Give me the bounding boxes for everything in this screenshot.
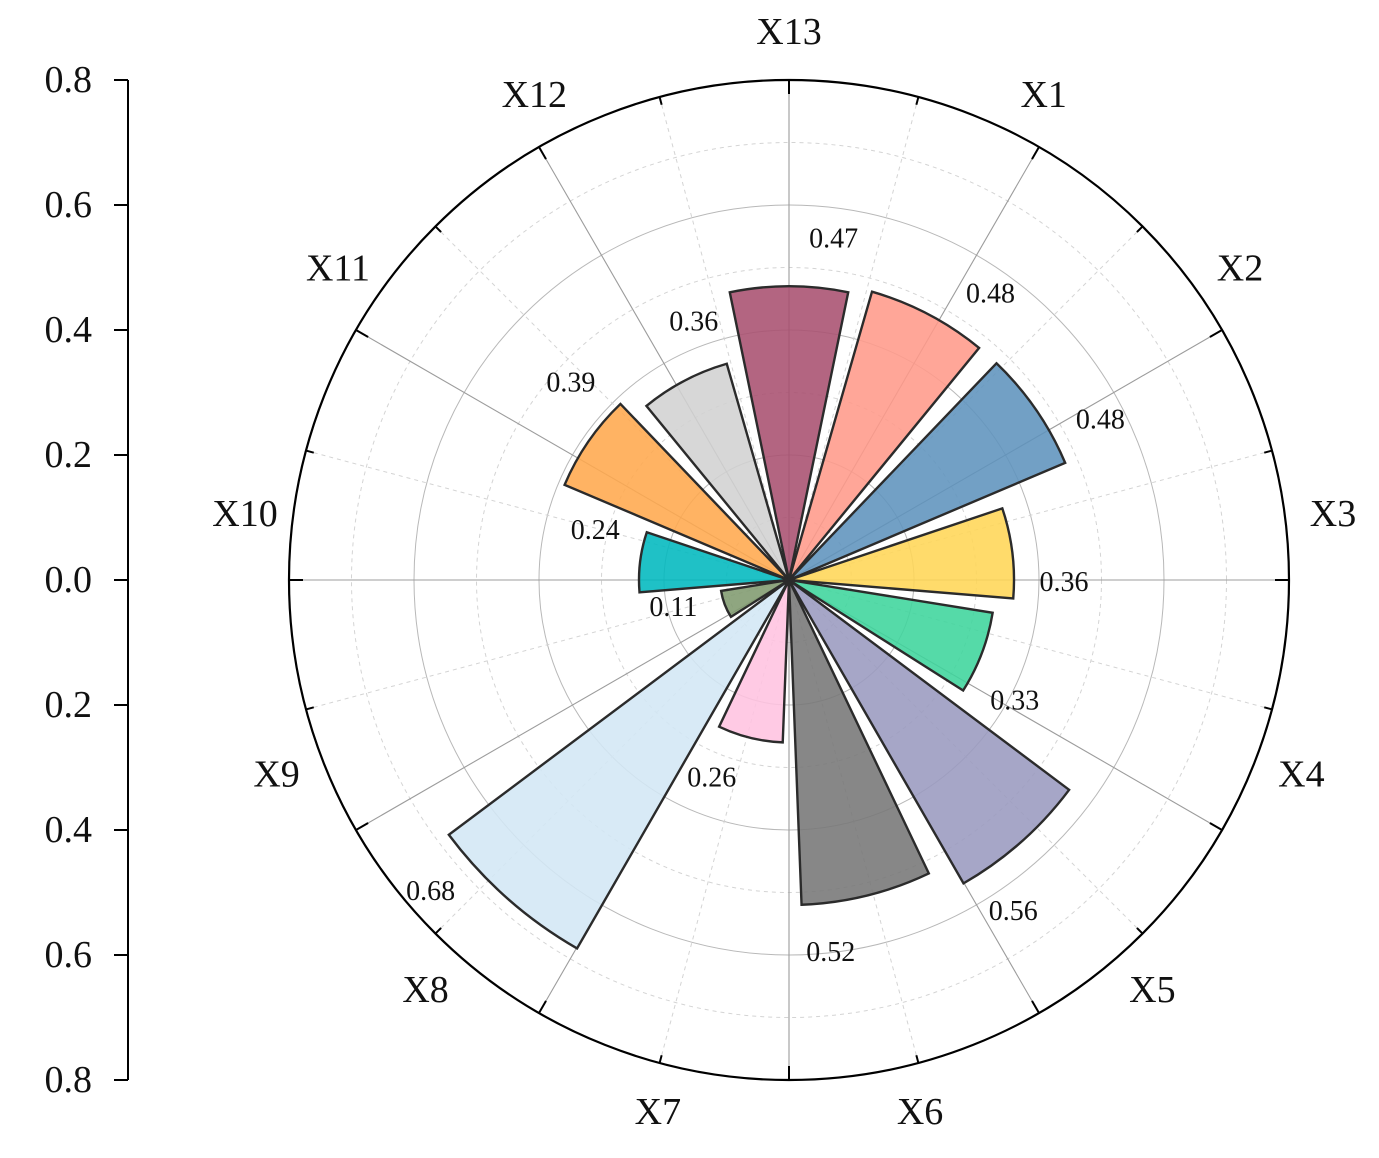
axis-tick-label: 0.8 — [45, 1059, 93, 1101]
value-label-x2: 0.48 — [1076, 405, 1125, 436]
outer-tick — [1136, 225, 1144, 233]
bar-x6 — [787, 579, 931, 907]
category-label-x2: X2 — [1217, 248, 1263, 290]
value-label-x11: 0.39 — [546, 368, 595, 399]
value-label-x12: 0.36 — [669, 307, 718, 338]
value-label-x7: 0.26 — [687, 763, 736, 794]
outer-tick — [1209, 822, 1223, 831]
axis-tick-label: 0.0 — [45, 559, 93, 601]
radial-axis: 0.8 0.6 0.4 0.2 0.0 0.2 0.4 0.6 0.8 — [45, 59, 129, 1101]
outer-tick — [915, 96, 920, 106]
bar-x4 — [788, 578, 995, 693]
outer-tick — [355, 329, 369, 338]
category-label-x11: X11 — [306, 248, 370, 290]
bar-x7 — [717, 579, 791, 744]
axis-tick-label: 0.6 — [45, 184, 93, 226]
axis-tick-label: 0.2 — [45, 434, 93, 476]
outer-tick — [1209, 329, 1223, 338]
axis-tick-label: 0.2 — [45, 684, 93, 726]
value-label-x6: 0.52 — [806, 937, 855, 968]
bar-x12 — [644, 362, 791, 581]
value-label-x9: 0.11 — [649, 592, 697, 623]
axis-tick-label: 0.6 — [45, 934, 93, 976]
category-label-x5: X5 — [1129, 969, 1175, 1011]
category-label-x6: X6 — [897, 1091, 943, 1133]
grid-spoke-minor — [305, 579, 790, 710]
category-label-x1: X1 — [1020, 74, 1066, 116]
category-label-x10: X10 — [212, 493, 277, 535]
value-label-x3: 0.36 — [1040, 567, 1089, 598]
bar-x13 — [728, 285, 850, 581]
outer-tick — [1263, 449, 1273, 454]
bar-x9 — [719, 578, 790, 619]
bars — [447, 285, 1071, 951]
outer-tick — [305, 706, 315, 711]
category-label-x8: X8 — [402, 969, 448, 1011]
axis-tick-label: 0.4 — [45, 309, 93, 351]
outer-tick — [1136, 927, 1144, 935]
bar-x8 — [447, 579, 791, 951]
axis-tick-label: 0.4 — [45, 809, 93, 851]
bar-x1 — [787, 290, 981, 581]
axis-tick-label: 0.8 — [45, 59, 93, 101]
category-label-x3: X3 — [1310, 493, 1356, 535]
outer-tick — [1031, 146, 1040, 160]
category-label-x7: X7 — [635, 1091, 681, 1133]
category-label-x13: X13 — [756, 11, 821, 53]
outer-tick — [658, 1054, 663, 1064]
value-label-x5: 0.56 — [989, 896, 1038, 927]
grid-spoke-minor — [659, 96, 790, 581]
category-label-x9: X9 — [253, 753, 299, 795]
outer-tick — [434, 927, 442, 935]
grid-spoke-minor — [788, 96, 919, 581]
outer-tick — [355, 822, 369, 831]
bar-x10 — [637, 530, 790, 594]
category-label-x4: X4 — [1278, 753, 1324, 795]
value-label-x13: 0.47 — [809, 224, 858, 255]
bar-x2 — [788, 361, 1067, 582]
value-label-x10: 0.24 — [571, 515, 620, 546]
bar-x5 — [787, 579, 1071, 886]
bar-x11 — [563, 402, 790, 582]
outer-tick — [538, 1000, 547, 1014]
labels: X1 X2 X3 X4 X5 X6 X7 X8 X9 X10 X11 X12 X13 0.48 0.48 0.… — [212, 11, 1356, 1133]
outer-tick — [1031, 1000, 1040, 1014]
outer-tick — [658, 96, 663, 106]
polar-frame — [287, 78, 1291, 1082]
bar-x3 — [788, 506, 1016, 600]
grid-spoke — [355, 579, 790, 831]
outer-tick — [434, 225, 442, 233]
value-label-x1: 0.48 — [966, 278, 1015, 309]
outer-tick — [915, 1054, 920, 1064]
outer-tick — [305, 449, 315, 454]
outer-tick — [538, 146, 547, 160]
value-label-x4: 0.33 — [990, 686, 1039, 717]
outer-tick — [1263, 706, 1273, 711]
category-label-x12: X12 — [502, 74, 567, 116]
value-label-x8: 0.68 — [406, 876, 455, 907]
